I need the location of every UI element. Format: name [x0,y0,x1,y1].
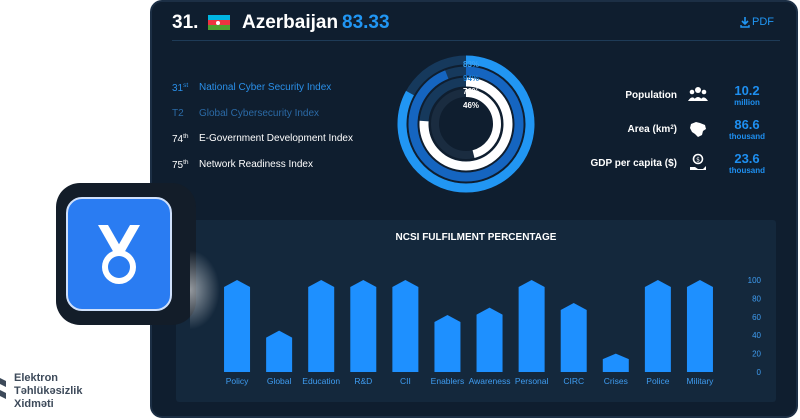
index-rank: 75th [172,158,189,171]
svg-text:$: $ [696,157,700,164]
stat-label: GDP per capita ($) [590,158,677,169]
donut-label: 83% [463,60,480,69]
index-name: Global Cybersecurity Index [199,107,320,119]
y-tick-label: 40 [752,331,761,340]
bar-circ[interactable] [560,303,587,372]
x-tick-label: Global [267,376,292,386]
bar-awareness[interactable] [476,307,503,372]
country-map-icon [690,122,706,137]
org-name: Elektron Təhlükəsizlik Xidməti [14,372,83,410]
x-tick-label: Personal [515,376,549,386]
money-hand-icon: $ [690,153,706,170]
x-tick-label: Police [646,376,669,386]
stat-gdp: GDP per capita ($) $ 23.6 thousand [492,152,777,178]
pdf-download-button[interactable]: PDF [740,16,774,28]
bar-cii[interactable] [392,280,419,372]
y-tick-label: 80 [752,294,761,303]
bar-police[interactable] [644,280,671,372]
country-card: 31. Azerbaijan 83.33 PDF 31st National Cy… [150,0,798,418]
bar-education[interactable] [308,280,335,372]
ncsi-chart-panel: NCSI FULFILMENT PERCENTAGE Policy Global E… [176,220,776,402]
header-divider [172,40,780,41]
index-name: Network Readiness Index [199,158,313,170]
index-name: National Cyber Security Index [199,82,332,93]
x-tick-label: Awareness [469,376,511,386]
azerbaijan-flag-icon [208,15,230,30]
x-tick-label: R&D [354,376,372,386]
index-rank: T2 [172,107,184,119]
y-tick-label: 100 [748,276,762,285]
medal-app-tile[interactable] [66,197,172,311]
donut-label: 94% [463,73,480,83]
donut-arc-3[interactable] [419,77,513,171]
stat-value: 23.6 thousand [729,151,765,176]
y-tick-label: 20 [752,350,761,359]
bar-crises[interactable] [602,353,629,372]
light-glow [190,250,220,330]
stat-label: Population [625,90,677,101]
stat-area: Area (km2) 86.6 thousand [492,118,777,144]
y-tick-label: 60 [752,313,761,322]
country-rank: 31. [172,12,199,33]
donut-arc-2[interactable] [408,66,524,182]
x-tick-label: Crises [604,376,628,386]
donut-arc-4[interactable] [431,89,501,159]
country-name: Azerbaijan [242,12,339,33]
bar-policy[interactable] [224,280,251,372]
stat-value: 10.2 million [734,83,760,108]
country-score: 83.33 [342,12,390,33]
x-tick-label: CIRC [563,376,584,386]
donut-label: 76% [463,87,480,96]
pdf-label: PDF [752,16,774,28]
x-tick-label: Military [686,376,714,386]
people-icon [688,87,708,101]
bar-global[interactable] [266,330,293,372]
bar-military[interactable] [686,280,713,372]
card-header: 31. Azerbaijan 83.33 PDF [152,2,796,42]
chart-title: NCSI FULFILMENT PERCENTAGE [395,232,557,243]
medal-icon [98,225,140,284]
download-icon [740,16,750,28]
indices-donut-chart [397,55,535,193]
x-tick-label: Policy [226,376,249,386]
bar-personal[interactable] [518,280,545,372]
index-rank: 74th [172,133,189,145]
stat-population: Population 10.2 million [492,84,777,110]
org-logo-mark-icon [0,378,6,399]
donut-arc-1[interactable] [397,55,535,193]
donut-labels: 83% 94% 76% 46% [463,60,479,114]
stat-label: Area (km2) [627,124,678,135]
x-tick-label: CII [400,376,411,386]
x-tick-label: Enablers [431,376,465,386]
bar-enablers[interactable] [434,314,461,372]
ncsi-bar-chart: Policy Global Education R&D CII Enablers Aware… [224,276,762,386]
donut-label: 46% [463,100,480,110]
stat-value: 86.6 thousand [729,117,765,142]
x-tick-label: Education [302,376,340,386]
index-rank: 31st [172,82,189,94]
y-tick-label: 0 [757,368,762,377]
bar-r-d[interactable] [350,280,377,372]
index-name: E-Government Development Index [199,133,353,144]
